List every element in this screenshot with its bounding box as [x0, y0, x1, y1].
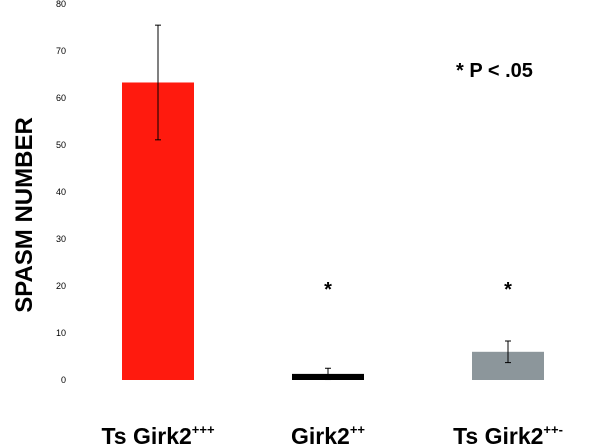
error-bar	[505, 340, 511, 364]
y-tick-label: 80	[56, 0, 66, 9]
category-label: Ts Girk2++-	[453, 422, 563, 448]
y-tick-label: 10	[56, 328, 66, 338]
bars	[122, 82, 544, 381]
error-bar	[155, 24, 161, 141]
y-tick-label: 70	[56, 46, 66, 56]
error-bars	[155, 24, 511, 381]
y-tick-label: 0	[61, 375, 66, 385]
y-tick-label: 40	[56, 187, 66, 197]
category-label: Girk2++	[291, 422, 365, 448]
y-tick-label: 60	[56, 93, 66, 103]
y-axis: 0 10 20 30 40 50 60 70 80	[56, 0, 66, 385]
category-label-superscript: ++-	[543, 422, 563, 437]
y-tick-label: 20	[56, 281, 66, 291]
significance-star: *	[324, 279, 332, 301]
category-label-superscript: ++	[350, 422, 366, 437]
significance-markers: * *	[324, 279, 512, 301]
significance-star: *	[504, 279, 512, 301]
error-bar	[325, 367, 331, 381]
y-axis-label: SPASM NUMBER	[11, 117, 38, 313]
category-labels: Ts Girk2+++ Girk2++ Ts Girk2++-	[101, 422, 562, 448]
category-label: Ts Girk2+++	[101, 422, 215, 448]
category-label-base: Girk2	[291, 423, 350, 448]
p-value-annotation: * P < .05	[456, 60, 533, 82]
y-tick-label: 30	[56, 234, 66, 244]
y-tick-label: 50	[56, 140, 66, 150]
category-label-superscript: +++	[192, 422, 215, 437]
category-label-base: Ts Girk2	[101, 423, 191, 448]
category-label-base: Ts Girk2	[453, 423, 543, 448]
